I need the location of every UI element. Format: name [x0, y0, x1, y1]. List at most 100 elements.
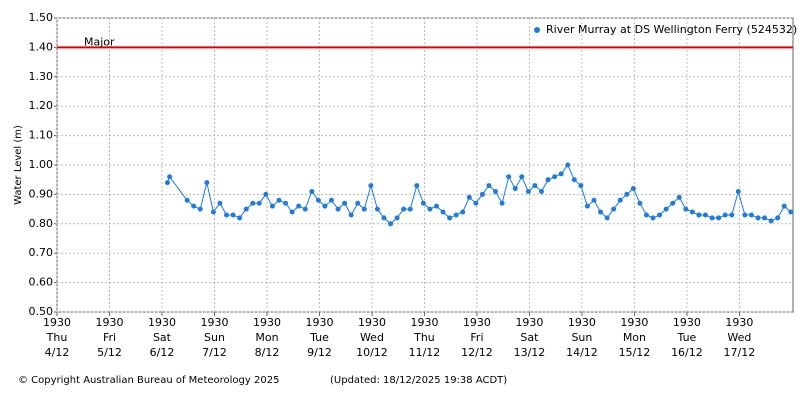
- x-tick-label: 13/12: [514, 346, 546, 359]
- data-point: [788, 209, 794, 215]
- x-tick-label: 12/12: [461, 346, 493, 359]
- data-point: [565, 162, 571, 168]
- data-point: [611, 206, 617, 212]
- data-point: [335, 206, 341, 212]
- data-point: [466, 194, 472, 200]
- data-point: [499, 200, 505, 206]
- data-point: [506, 174, 512, 180]
- data-point: [256, 200, 262, 206]
- data-point: [584, 203, 590, 209]
- x-tick-label: 1930: [95, 316, 123, 329]
- data-point: [493, 188, 499, 194]
- y-tick-label: 0.90: [29, 187, 54, 200]
- y-tick-label: 0.50: [29, 305, 54, 318]
- x-tick-label: Thu: [46, 331, 68, 344]
- data-point: [519, 174, 525, 180]
- x-tick-label: 16/12: [671, 346, 703, 359]
- x-tick-label: 1930: [148, 316, 176, 329]
- data-point: [545, 177, 551, 183]
- data-point: [315, 197, 321, 203]
- data-point: [703, 212, 709, 218]
- x-tick-label: Mon: [623, 331, 646, 344]
- data-point: [676, 194, 682, 200]
- data-point: [657, 212, 663, 218]
- x-tick-label: Sun: [571, 331, 592, 344]
- data-point: [368, 183, 374, 189]
- data-point: [755, 215, 761, 221]
- data-point: [538, 188, 544, 194]
- data-point: [762, 215, 768, 221]
- x-tick-label: 9/12: [307, 346, 332, 359]
- data-point: [394, 215, 400, 221]
- data-point: [650, 215, 656, 221]
- x-tick-label: 1930: [43, 316, 71, 329]
- y-tick-label: 1.50: [29, 11, 54, 24]
- data-point: [696, 212, 702, 218]
- legend-label: River Murray at DS Wellington Ferry (524…: [546, 23, 797, 36]
- data-point: [670, 200, 676, 206]
- footer-updated: (Updated: 18/12/2025 19:38 ACDT): [330, 375, 507, 386]
- data-point: [237, 215, 243, 221]
- data-point: [781, 203, 787, 209]
- data-point: [217, 200, 223, 206]
- data-point: [342, 200, 348, 206]
- x-tick-label: 7/12: [202, 346, 227, 359]
- data-point: [735, 188, 741, 194]
- data-point: [578, 183, 584, 189]
- y-tick-label: 0.70: [29, 246, 54, 259]
- data-point: [617, 197, 623, 203]
- y-tick-label: 1.20: [29, 99, 54, 112]
- data-point: [204, 180, 210, 186]
- x-tick-label: 5/12: [97, 346, 122, 359]
- data-point: [374, 206, 380, 212]
- data-point: [453, 212, 459, 218]
- data-point: [210, 209, 216, 215]
- footer-copyright: © Copyright Australian Bureau of Meteoro…: [18, 375, 279, 386]
- x-tick-label: 4/12: [45, 346, 70, 359]
- data-point: [525, 188, 531, 194]
- x-tick-label: 10/12: [356, 346, 388, 359]
- x-tick-label: 15/12: [619, 346, 651, 359]
- x-tick-label: 1930: [200, 316, 228, 329]
- x-tick-label: 1930: [305, 316, 333, 329]
- data-point: [663, 206, 669, 212]
- data-point: [768, 218, 774, 224]
- data-point: [591, 197, 597, 203]
- x-tick-label: 1930: [253, 316, 281, 329]
- data-point: [479, 191, 485, 197]
- data-point: [748, 212, 754, 218]
- y-tick-label: 1.30: [29, 70, 54, 83]
- data-point: [289, 209, 295, 215]
- x-tick-label: Wed: [727, 331, 751, 344]
- x-tick-label: Thu: [413, 331, 435, 344]
- data-point: [243, 206, 249, 212]
- data-point: [532, 183, 538, 189]
- data-point: [407, 206, 413, 212]
- data-point: [184, 197, 190, 203]
- data-point: [571, 177, 577, 183]
- x-tick-label: 11/12: [409, 346, 441, 359]
- y-tick-label: 1.10: [29, 129, 54, 142]
- data-point: [283, 200, 289, 206]
- x-tick-label: Fri: [103, 331, 116, 344]
- data-point: [276, 197, 282, 203]
- data-point: [722, 212, 728, 218]
- data-point: [689, 209, 695, 215]
- y-tick-label: 1.00: [29, 158, 54, 171]
- data-point: [709, 215, 715, 221]
- data-point: [742, 212, 748, 218]
- data-point: [167, 174, 173, 180]
- x-tick-label: 1930: [463, 316, 491, 329]
- x-tick-label: 14/12: [566, 346, 598, 359]
- data-point: [447, 215, 453, 221]
- data-point: [558, 171, 564, 177]
- data-point: [361, 206, 367, 212]
- data-point: [716, 215, 722, 221]
- data-point: [637, 200, 643, 206]
- data-point: [309, 188, 315, 194]
- data-point: [302, 206, 308, 212]
- x-tick-label: Tue: [677, 331, 697, 344]
- x-tick-label: Sun: [204, 331, 225, 344]
- data-point: [552, 174, 558, 180]
- data-point: [224, 212, 230, 218]
